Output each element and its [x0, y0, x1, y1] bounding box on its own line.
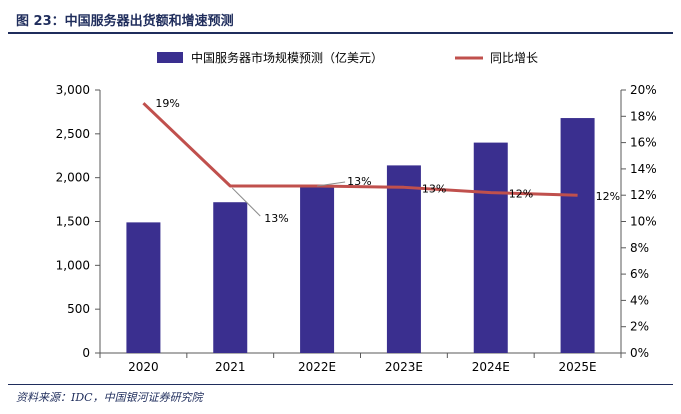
y-tick-label-right: 6% — [630, 267, 649, 281]
y-tick-label-right: 10% — [630, 215, 657, 229]
x-tick-label: 2025E — [559, 360, 597, 374]
legend-line-label: 同比增长 — [490, 51, 538, 65]
growth-data-label: 13% — [347, 175, 371, 188]
y-tick-label-left: 0 — [82, 346, 90, 360]
footer-divider — [8, 384, 673, 385]
y-tick-label-right: 16% — [630, 136, 657, 150]
y-tick-label-right: 12% — [630, 188, 657, 202]
legend: 中国服务器市场规模预测（亿美元） 同比增长 — [157, 50, 538, 65]
legend-bar-swatch — [157, 52, 183, 63]
growth-line-series: 19% 13% 13% 13% 12% 12% — [142, 97, 620, 225]
y-tick-label-left: 1,000 — [56, 258, 90, 272]
growth-data-label: 19% — [155, 97, 179, 110]
bar — [300, 185, 335, 353]
x-tick-label: 2024E — [472, 360, 510, 374]
bar — [386, 165, 421, 353]
data-label-leader — [317, 181, 346, 187]
x-tick-label: 2023E — [385, 360, 423, 374]
legend-bar-label: 中国服务器市场规模预测（亿美元） — [191, 50, 383, 65]
bars — [126, 118, 595, 353]
y-tick-label-right: 18% — [630, 109, 657, 123]
bar — [213, 202, 248, 353]
y-tick-label-left: 2,500 — [56, 127, 90, 141]
source-note: 资料来源：IDC，中国银河证券研究院 — [16, 391, 203, 404]
y-tick-label-right: 2% — [630, 320, 649, 334]
y-tick-label-right: 20% — [630, 83, 657, 97]
y-tick-label-left: 500 — [67, 302, 90, 316]
x-tick-label: 2020 — [128, 360, 159, 374]
y-tick-label-left: 3,000 — [56, 83, 90, 97]
axes: 0 500 1,000 1,500 2,000 2,500 3,000 0% 2% 4% 6% 8% 1… — [56, 83, 657, 374]
growth-data-label: 13% — [264, 212, 288, 225]
x-tick-label: 2022E — [298, 360, 336, 374]
growth-data-label: 12% — [596, 190, 620, 203]
growth-data-label: 12% — [509, 188, 533, 201]
bar — [560, 118, 595, 353]
data-label-leader — [231, 187, 261, 217]
growth-line — [142, 102, 578, 197]
bar — [473, 142, 508, 353]
bar — [126, 222, 161, 353]
y-tick-label-right: 14% — [630, 162, 657, 176]
x-tick-label: 2021 — [215, 360, 246, 374]
y-tick-label-right: 8% — [630, 241, 649, 255]
y-tick-label-left: 1,500 — [56, 215, 90, 229]
growth-data-label: 13% — [422, 182, 446, 195]
y-tick-label-left: 2,000 — [56, 171, 90, 185]
y-tick-label-right: 0% — [630, 346, 649, 360]
title-divider — [8, 32, 673, 34]
y-tick-label-right: 4% — [630, 293, 649, 307]
figure-title: 图 23：中国服务器出货额和增速预测 — [16, 14, 234, 29]
